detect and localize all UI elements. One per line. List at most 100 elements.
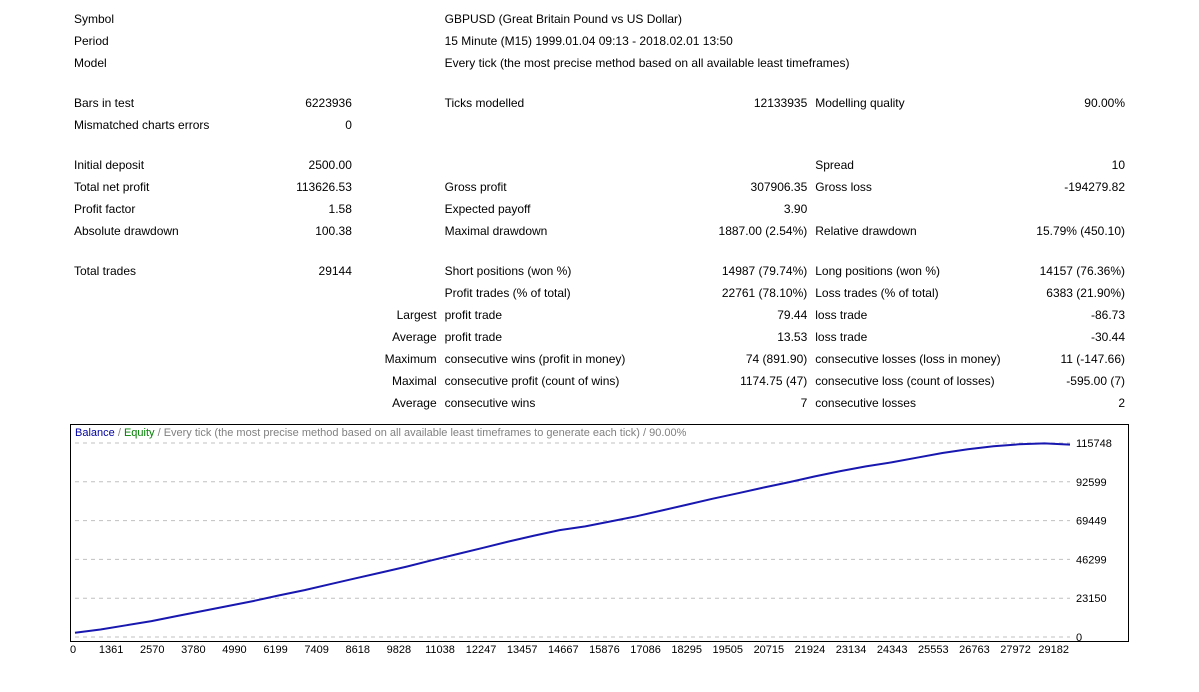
bars-value: 6223936	[261, 92, 356, 114]
x-tick: 1361	[91, 644, 132, 656]
average-loss-value: -30.44	[1002, 326, 1129, 348]
short-positions-label: Short positions (won %)	[441, 260, 674, 282]
balance-chart: Balance / Equity / Every tick (the most …	[70, 424, 1129, 642]
row-profitfactor: Profit factor 1.58 Expected payoff 3.90	[70, 198, 1129, 220]
bars-label: Bars in test	[70, 92, 261, 114]
row-average-cons: Average consecutive wins 7 consecutive l…	[70, 392, 1129, 414]
gross-profit-label: Gross profit	[441, 176, 674, 198]
row-average-trade: Average profit trade 13.53 loss trade -3…	[70, 326, 1129, 348]
largest-loss-label: loss trade	[811, 304, 1002, 326]
short-positions-value: 14987 (79.74%)	[674, 260, 812, 282]
spread-label: Spread	[811, 154, 1002, 176]
svg-text:115748: 115748	[1076, 438, 1112, 450]
symbol-value: GBPUSD (Great Britain Pound vs US Dollar…	[441, 8, 1129, 30]
maximum-cons-losses-label: consecutive losses (loss in money)	[811, 348, 1002, 370]
absolute-drawdown-value: 100.38	[261, 220, 356, 242]
modelling-quality-label: Modelling quality	[811, 92, 1002, 114]
period-value: 15 Minute (M15) 1999.01.04 09:13 - 2018.…	[441, 30, 1129, 52]
svg-text:23150: 23150	[1076, 593, 1107, 605]
relative-drawdown-label: Relative drawdown	[811, 220, 1002, 242]
profit-trades-value: 22761 (78.10%)	[674, 282, 812, 304]
row-symbol: Symbol GBPUSD (Great Britain Pound vs US…	[70, 8, 1129, 30]
svg-text:69449: 69449	[1076, 516, 1107, 528]
row-largest: Largest profit trade 79.44 loss trade -8…	[70, 304, 1129, 326]
average-cons-losses-label: consecutive losses	[811, 392, 1002, 414]
maximal-cons-loss-value: -595.00 (7)	[1002, 370, 1129, 392]
x-tick: 25553	[913, 644, 954, 656]
initial-deposit-value: 2500.00	[261, 154, 356, 176]
maximal-cons-cat: Maximal	[356, 370, 441, 392]
absolute-drawdown-label: Absolute drawdown	[70, 220, 261, 242]
row-drawdown: Absolute drawdown 100.38 Maximal drawdow…	[70, 220, 1129, 242]
x-tick: 6199	[255, 644, 296, 656]
row-maximal-cons: Maximal consecutive profit (count of win…	[70, 370, 1129, 392]
row-totaltrades: Total trades 29144 Short positions (won …	[70, 260, 1129, 282]
x-tick: 20715	[748, 644, 789, 656]
row-netprofit: Total net profit 113626.53 Gross profit …	[70, 176, 1129, 198]
row-bars: Bars in test 6223936 Ticks modelled 1213…	[70, 92, 1129, 114]
row-mismatched: Mismatched charts errors 0	[70, 114, 1129, 136]
period-label: Period	[70, 30, 261, 52]
maximum-cons-losses-value: 11 (-147.66)	[1002, 348, 1129, 370]
x-tick: 24343	[872, 644, 913, 656]
x-tick: 0	[70, 644, 91, 656]
modelling-quality-value: 90.00%	[1002, 92, 1129, 114]
maximal-drawdown-label: Maximal drawdown	[441, 220, 674, 242]
initial-deposit-label: Initial deposit	[70, 154, 261, 176]
svg-text:46299: 46299	[1076, 554, 1107, 566]
profit-trades-label: Profit trades (% of total)	[441, 282, 674, 304]
maximum-cons-wins-value: 74 (891.90)	[674, 348, 812, 370]
svg-text:0: 0	[1076, 632, 1082, 641]
long-positions-label: Long positions (won %)	[811, 260, 1002, 282]
x-tick: 4990	[214, 644, 255, 656]
row-maximum-cons: Maximum consecutive wins (profit in mone…	[70, 348, 1129, 370]
x-tick: 9828	[378, 644, 419, 656]
largest-loss-value: -86.73	[1002, 304, 1129, 326]
x-tick: 29182	[1036, 644, 1069, 656]
mismatched-value: 0	[261, 114, 356, 136]
total-net-profit-label: Total net profit	[70, 176, 261, 198]
ticks-value: 12133935	[674, 92, 812, 114]
gross-loss-label: Gross loss	[811, 176, 1002, 198]
average-trade-cat: Average	[356, 326, 441, 348]
average-cons-losses-value: 2	[1002, 392, 1129, 414]
chart-svg: 023150462996944992599115748	[71, 425, 1128, 641]
x-tick: 15876	[584, 644, 625, 656]
x-tick: 26763	[954, 644, 995, 656]
x-tick: 21924	[789, 644, 830, 656]
maximal-cons-loss-label: consecutive loss (count of losses)	[811, 370, 1002, 392]
gross-loss-value: -194279.82	[1002, 176, 1129, 198]
average-cons-cat: Average	[356, 392, 441, 414]
x-tick: 18295	[666, 644, 707, 656]
maximal-cons-profit-label: consecutive profit (count of wins)	[441, 370, 674, 392]
x-tick: 7409	[296, 644, 337, 656]
x-tick: 23134	[831, 644, 872, 656]
mismatched-label: Mismatched charts errors	[70, 114, 261, 136]
long-positions-value: 14157 (76.36%)	[1002, 260, 1129, 282]
total-trades-label: Total trades	[70, 260, 261, 282]
x-tick: 8618	[337, 644, 378, 656]
row-deposit: Initial deposit 2500.00 Spread 10	[70, 154, 1129, 176]
x-tick: 3780	[173, 644, 214, 656]
loss-trades-value: 6383 (21.90%)	[1002, 282, 1129, 304]
ticks-label: Ticks modelled	[441, 92, 674, 114]
model-label: Model	[70, 52, 261, 74]
relative-drawdown-value: 15.79% (450.10)	[1002, 220, 1129, 242]
profit-factor-label: Profit factor	[70, 198, 261, 220]
average-profit-label: profit trade	[441, 326, 674, 348]
maximal-drawdown-value: 1887.00 (2.54%)	[674, 220, 812, 242]
expected-payoff-value: 3.90	[674, 198, 812, 220]
maximal-cons-profit-value: 1174.75 (47)	[674, 370, 812, 392]
maximum-cons-wins-label: consecutive wins (profit in money)	[441, 348, 674, 370]
chart-x-axis: 0136125703780499061997409861898281103812…	[70, 644, 1129, 656]
total-net-profit-value: 113626.53	[261, 176, 356, 198]
loss-trades-label: Loss trades (% of total)	[811, 282, 1002, 304]
expected-payoff-label: Expected payoff	[441, 198, 674, 220]
x-tick: 17086	[625, 644, 666, 656]
total-trades-value: 29144	[261, 260, 356, 282]
average-profit-value: 13.53	[674, 326, 812, 348]
row-period: Period 15 Minute (M15) 1999.01.04 09:13 …	[70, 30, 1129, 52]
x-tick: 27972	[995, 644, 1036, 656]
x-tick: 2570	[132, 644, 173, 656]
x-tick: 14667	[543, 644, 584, 656]
